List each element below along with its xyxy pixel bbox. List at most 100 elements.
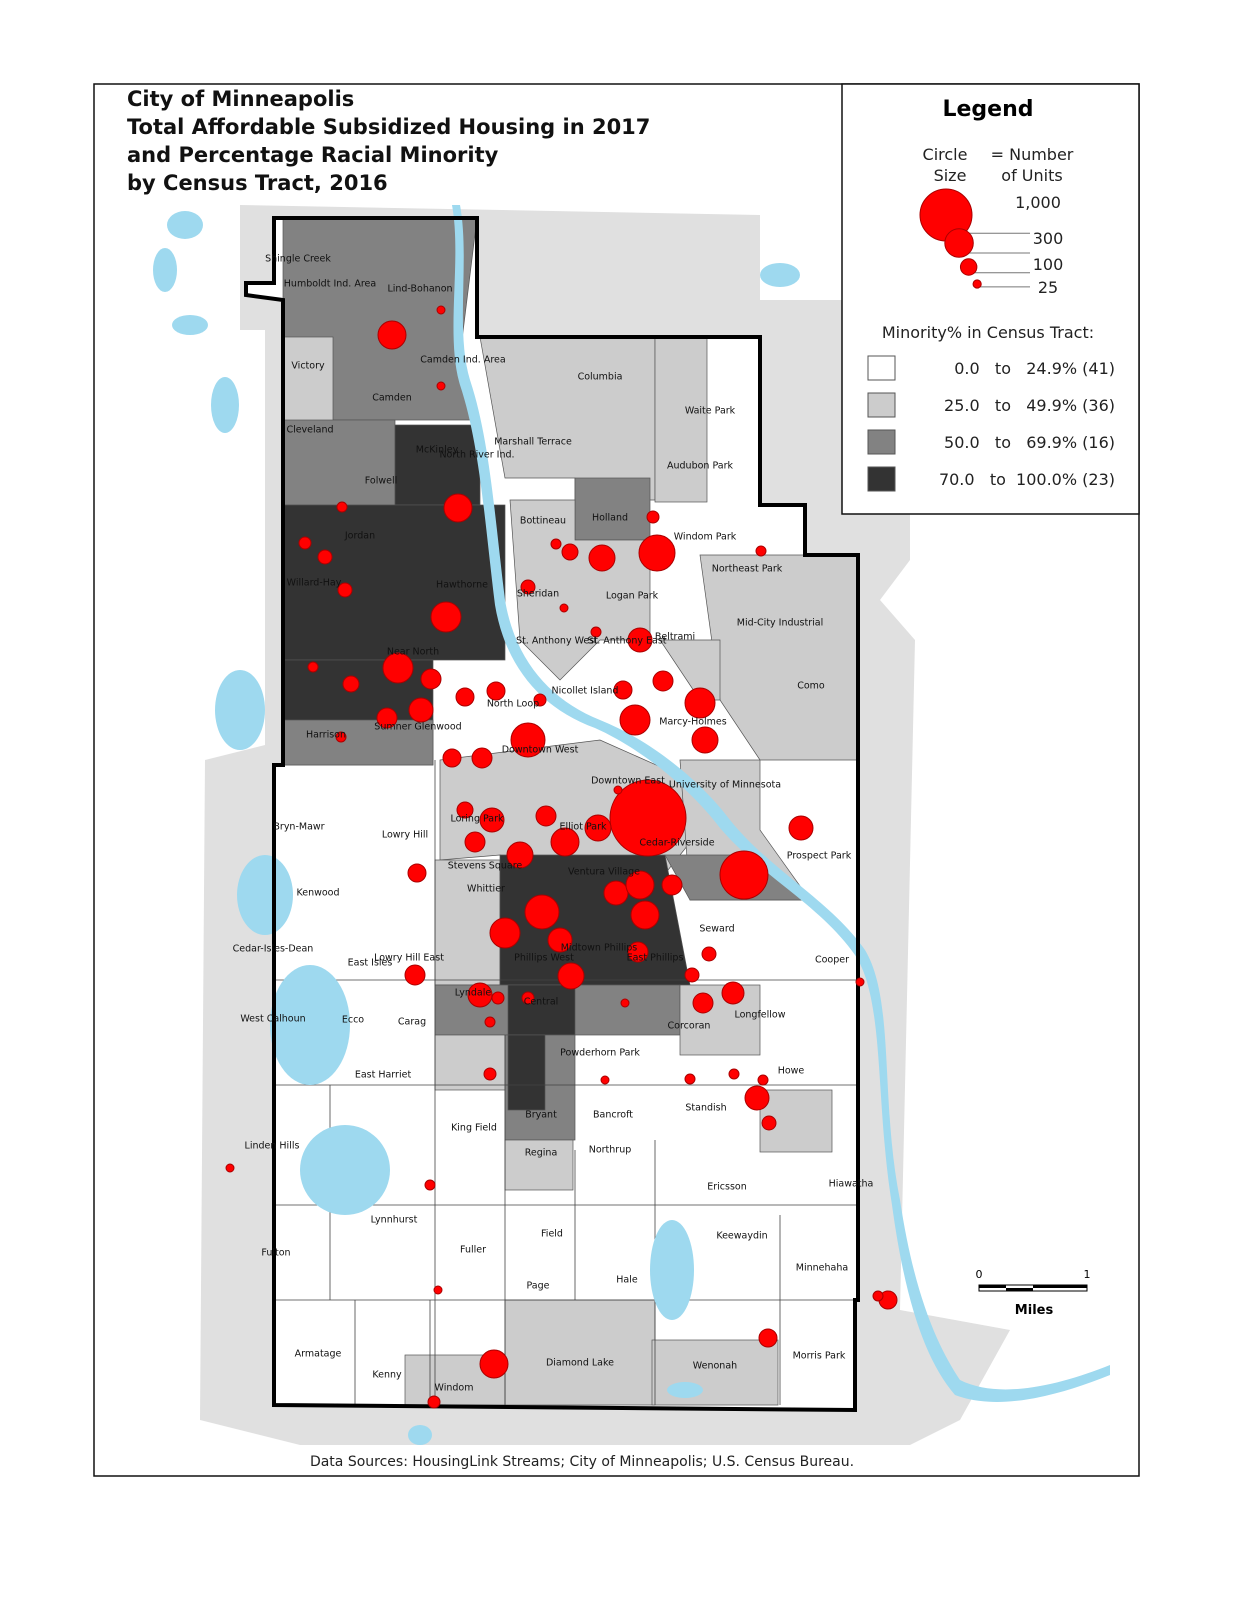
neighborhood-label: Phillips West xyxy=(514,953,574,964)
data-source: Data Sources: HousingLink Streams; City … xyxy=(310,1454,854,1470)
neighborhood-label: Lynnhurst xyxy=(371,1215,418,1226)
neighborhood-label: Bottineau xyxy=(520,516,566,527)
scale-segment xyxy=(979,1285,1006,1288)
neighborhood-label: Carag xyxy=(398,1017,426,1028)
neighborhood-label: Corcoran xyxy=(668,1021,711,1032)
scale-segment xyxy=(1033,1285,1087,1288)
scale-unit: Miles xyxy=(1015,1303,1054,1318)
neighborhood-label: Marcy-Holmes xyxy=(659,717,727,728)
neighborhood-label: Kenwood xyxy=(296,888,339,899)
legend-swatch xyxy=(867,392,896,418)
neighborhood-label: Northrup xyxy=(589,1145,632,1156)
legend-size-circle xyxy=(959,258,978,276)
neighborhood-label: Northeast Park xyxy=(712,564,783,575)
neighborhood-label: Ecco xyxy=(342,1015,364,1026)
scale-tick: 0 xyxy=(976,1268,983,1281)
city-boundary xyxy=(244,216,860,1413)
neighborhood-label: Downtown East xyxy=(591,776,665,787)
neighborhood-label: Fuller xyxy=(460,1245,486,1256)
neighborhood-label: Columbia xyxy=(578,372,623,383)
title-line: City of Minneapolis xyxy=(127,87,354,111)
neighborhood-label: St. Anthony East xyxy=(587,636,666,647)
neighborhood-label: Waite Park xyxy=(685,406,736,417)
legend-circle-header: Circle xyxy=(923,145,968,164)
legend-size-label: 1,000 xyxy=(1015,193,1061,212)
neighborhood-label: Audubon Park xyxy=(667,461,733,472)
neighborhood-label: Loring Park xyxy=(450,814,504,825)
neighborhood-label: Harrison xyxy=(306,730,346,741)
neighborhood-label: Willard-Hay xyxy=(287,578,342,589)
title-line: Total Affordable Subsidized Housing in 2… xyxy=(127,115,650,139)
neighborhood-label: Shingle Creek xyxy=(265,254,331,265)
neighborhood-label: Sumner Glenwood xyxy=(374,722,461,733)
neighborhood-label: Lowry Hill xyxy=(382,830,428,841)
neighborhood-label: Midtown Phillips xyxy=(561,943,638,954)
neighborhood-label: University of Minnesota xyxy=(669,780,781,791)
neighborhood-label: Central xyxy=(524,997,559,1008)
neighborhood-label: Mid-City Industrial xyxy=(737,618,824,629)
neighborhood-label: Diamond Lake xyxy=(546,1358,614,1369)
neighborhood-label: Standish xyxy=(685,1103,726,1114)
legend-title: Legend xyxy=(942,97,1033,122)
neighborhood-label: Kenny xyxy=(372,1370,402,1381)
neighborhood-label: Prospect Park xyxy=(787,851,852,862)
legend: Legend Circle = Number Size of Units 1,000 300… xyxy=(867,97,1115,492)
neighborhood-label: Downtown West xyxy=(502,745,579,756)
neighborhood-label: Folwell xyxy=(365,476,397,487)
neighborhood-label: McKinley xyxy=(416,445,459,456)
neighborhood-label: Camden Ind. Area xyxy=(420,355,505,366)
scale-segment xyxy=(1006,1288,1033,1291)
legend-swatch xyxy=(867,466,896,492)
neighborhood-label: Page xyxy=(527,1281,550,1292)
housing-circles xyxy=(225,305,898,1409)
neighborhood-label: Ericsson xyxy=(707,1182,747,1193)
neighborhood-labels: Shingle Creek Humboldt Ind. Area Lind-Boha… xyxy=(233,254,874,1394)
water xyxy=(153,205,1110,1445)
neighborhood-label: Lowry Hill East xyxy=(374,953,444,964)
neighborhood-label: Longfellow xyxy=(734,1010,785,1021)
neighborhood-label: Cedar-Riverside xyxy=(639,838,714,849)
neighborhood-label: Marshall Terrace xyxy=(494,437,572,448)
legend-minority-header: Minority% in Census Tract: xyxy=(882,323,1094,342)
neighborhood-label: Hawthorne xyxy=(436,580,488,591)
neighborhood-label: Beltrami xyxy=(655,632,695,643)
neighborhood-label: Morris Park xyxy=(793,1351,846,1362)
neighborhood-label: West Calhoun xyxy=(240,1014,305,1025)
legend-size-label: 100 xyxy=(1033,255,1064,274)
neighborhood-label: Stevens Square xyxy=(448,861,523,872)
neighborhood-label: Bancroft xyxy=(593,1110,633,1121)
legend-class-label: 0.0 to 24.9% (41) xyxy=(954,359,1115,378)
neighborhood-label: Lind-Bohanon xyxy=(387,284,452,295)
legend-circle-header: = Number xyxy=(991,145,1074,164)
legend-circle-header: Size xyxy=(934,166,967,185)
neighborhood-label: St. Anthony West xyxy=(516,636,598,647)
neighborhood-label: Howe xyxy=(778,1066,805,1077)
legend-size-circle xyxy=(944,228,974,258)
neighborhood-label: Regina xyxy=(525,1148,558,1159)
neighborhood-label: Humboldt Ind. Area xyxy=(284,279,376,290)
neighborhood-label: Cooper xyxy=(815,955,849,966)
scale-tick: 1 xyxy=(1084,1268,1091,1281)
legend-size-label: 300 xyxy=(1033,229,1064,248)
neighborhood-label: Sheridan xyxy=(517,589,559,600)
neighborhood-label: Keewaydin xyxy=(716,1231,767,1242)
neighborhood-label: Cedar-Isles-Dean xyxy=(233,944,314,955)
title: City of Minneapolis Total Affordable Subs… xyxy=(127,87,650,195)
neighborhood-label: Near North xyxy=(387,647,439,658)
neighborhood-label: North Loop xyxy=(487,699,539,710)
neighborhood-label: Hale xyxy=(616,1275,638,1286)
neighborhood-label: King Field xyxy=(451,1123,497,1134)
neighborhood-label: Camden xyxy=(372,393,412,404)
neighborhood-label: Elliot Park xyxy=(559,822,607,833)
neighborhood-label: North River Ind. xyxy=(439,450,514,461)
legend-swatch xyxy=(867,429,896,455)
neighborhood-label: Holland xyxy=(592,513,628,524)
neighborhood-label: Lyndale xyxy=(455,988,492,999)
neighborhood-label: Bryant xyxy=(525,1110,557,1121)
neighborhood-label: Nicollet Island xyxy=(552,686,619,697)
neighborhood-label: Windom xyxy=(435,1383,474,1394)
neighborhood-label: Logan Park xyxy=(606,591,659,602)
neighborhood-label: Victory xyxy=(291,361,325,372)
neighborhood-label: Fulton xyxy=(261,1248,290,1259)
